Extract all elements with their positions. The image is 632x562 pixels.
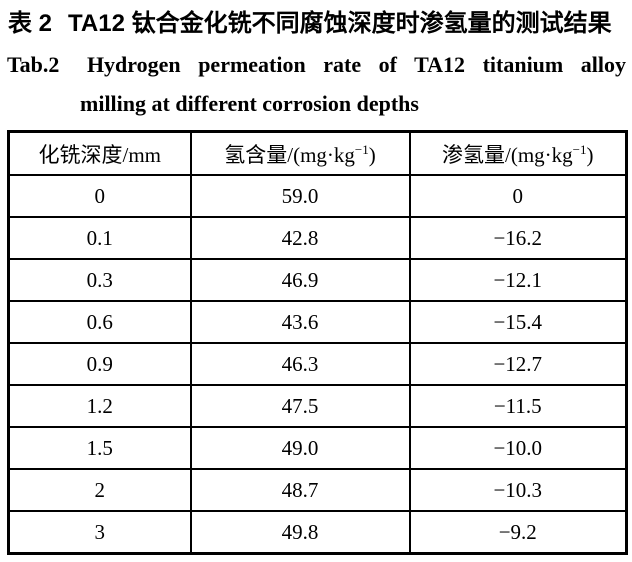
table-caption-en-text: Hydrogen permeation rate of TA12 titaniu… [86,52,627,77]
table-cell: 1.5 [7,426,192,470]
table-row: 0.6 43.6 −15.4 [7,300,628,344]
table-header-row: 化铣深度/mm 氢含量/(mg·kg−1) 渗氢量/(mg·kg−1) [7,130,628,176]
table-cell: −15.4 [408,300,628,344]
table-cell: 48.7 [189,468,411,512]
table-cell: −10.0 [408,426,628,470]
table-cell: −12.1 [408,258,628,302]
column-header: 氢含量/(mg·kg−1) [189,130,411,176]
table-cell: 0 [408,174,628,218]
table-cell: 59.0 [189,174,411,218]
table-row: 0.1 42.8 −16.2 [7,216,628,260]
table-row: 0.9 46.3 −12.7 [7,342,628,386]
table-cell: 46.9 [189,258,411,302]
table-cell: 0 [7,174,192,218]
table-cell: 49.8 [189,510,411,555]
table-row: 3 49.8 −9.2 [7,510,628,555]
table-cell: 0.6 [7,300,192,344]
table-cell: −16.2 [408,216,628,260]
table-cell: −9.2 [408,510,628,555]
column-header: 渗氢量/(mg·kg−1) [408,130,628,176]
table-row: 1.5 49.0 −10.0 [7,426,628,470]
table-row: 0.3 46.9 −12.1 [7,258,628,302]
table-cell: −11.5 [408,384,628,428]
table-cell: 0.3 [7,258,192,302]
table-cell: 49.0 [189,426,411,470]
table-cell: −12.7 [408,342,628,386]
data-table: 化铣深度/mm 氢含量/(mg·kg−1) 渗氢量/(mg·kg−1) 0 59.0 0… [7,130,628,555]
table-cell: 0.9 [7,342,192,386]
table-caption-en-number: Tab.2 [7,52,60,77]
table-row: 1.2 47.5 −11.5 [7,384,628,428]
table-cell: 1.2 [7,384,192,428]
column-header: 化铣深度/mm [7,130,192,176]
table-row: 2 48.7 −10.3 [7,468,628,512]
table-cell: 0.1 [7,216,192,260]
table-caption-en-line2: milling at different corrosion depths [80,91,419,116]
table-row: 0 59.0 0 [7,174,628,218]
table-cell: 47.5 [189,384,411,428]
table-cell: 43.6 [189,300,411,344]
table-cell: 46.3 [189,342,411,386]
table-caption-en-line1: Tab.2 Hydrogen permeation rate of TA12 t… [7,50,626,80]
table-cell: 42.8 [189,216,411,260]
table-cell: 3 [7,510,192,555]
table-caption-zh-text: TA12 钛合金化铣不同腐蚀深度时渗氢量的测试结果 [68,10,612,37]
table-caption-zh: 表 2 TA12 钛合金化铣不同腐蚀深度时渗氢量的测试结果 [8,8,626,40]
table-cell: 2 [7,468,192,512]
table-caption-zh-number: 表 2 [8,10,53,37]
table-cell: −10.3 [408,468,628,512]
